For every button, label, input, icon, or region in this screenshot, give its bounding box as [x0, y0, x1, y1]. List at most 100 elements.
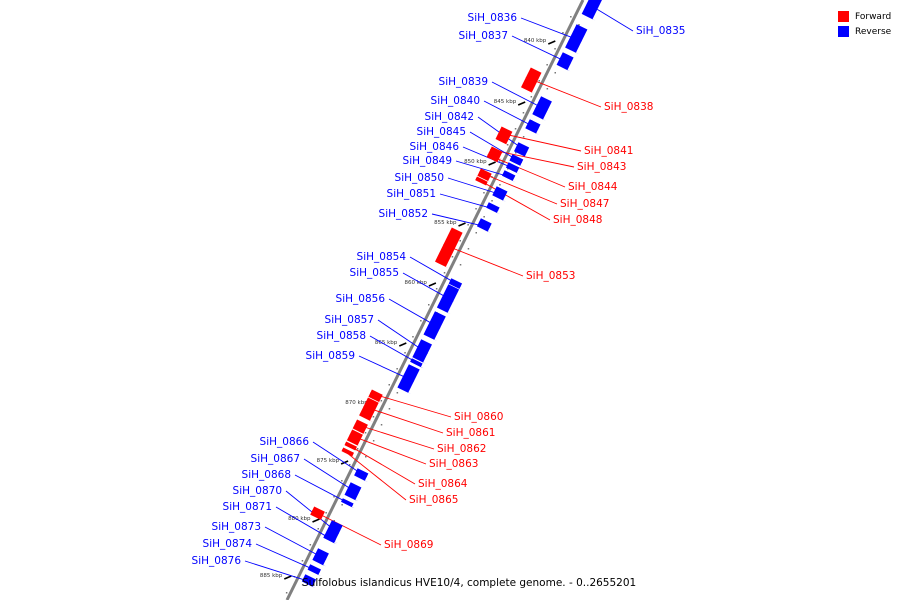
- gene-feature-sih_0857[interactable]: [412, 339, 432, 363]
- gene-feature-sih_0873[interactable]: [312, 548, 329, 566]
- gene-feature-sih_0849[interactable]: [501, 170, 516, 181]
- gene-label-sih_0849[interactable]: SiH_0849: [403, 155, 452, 167]
- gene-feature-sih_0860[interactable]: [368, 389, 383, 403]
- gene-label-sih_0861[interactable]: SiH_0861: [446, 427, 495, 439]
- gene-feature-sih_0850[interactable]: [492, 186, 508, 201]
- gene-label-sih_0854[interactable]: SiH_0854: [357, 251, 407, 263]
- scale-labels: 840 kbp 845 kbp 850 kbp 855 kbp 860 kbp 865 k…: [260, 38, 556, 580]
- gene-label-sih_0863[interactable]: SiH_0863: [429, 458, 478, 470]
- gene-feature-sih_0864[interactable]: [344, 441, 358, 451]
- gene-feature-sih_0840[interactable]: [525, 119, 541, 134]
- gene-feature-sih_0839[interactable]: [532, 96, 552, 120]
- gene-label-sih_0873[interactable]: SiH_0873: [212, 521, 261, 533]
- gene-label-sih_0835[interactable]: SiH_0835: [636, 25, 685, 37]
- scale-tick: [283, 575, 292, 580]
- gene-label-sih_0870[interactable]: SiH_0870: [233, 485, 282, 497]
- tick-mark-right: [515, 152, 517, 154]
- forward-swatch: [838, 11, 849, 22]
- gene-feature-sih_0862[interactable]: [352, 419, 368, 434]
- gene-label-sih_0845[interactable]: SiH_0845: [417, 126, 466, 138]
- scale-tick: [398, 342, 407, 347]
- gene-feature-sih_0855[interactable]: [436, 284, 460, 313]
- gene-label-sih_0850[interactable]: SiH_0850: [395, 172, 444, 184]
- gene-feature-sih_0867[interactable]: [344, 482, 362, 501]
- gene-feature-sih_0836[interactable]: [565, 24, 588, 53]
- tick-mark-left: [554, 48, 556, 50]
- gene-label-sih_0869[interactable]: SiH_0869: [384, 539, 433, 551]
- gene-label-sih_0847[interactable]: SiH_0847: [560, 198, 609, 210]
- gene-label-sih_0856[interactable]: SiH_0856: [336, 293, 386, 305]
- gene-feature-sih_0868[interactable]: [341, 498, 354, 508]
- gene-label-sih_0876[interactable]: SiH_0876: [192, 555, 242, 567]
- gene-feature-sih_0852[interactable]: [476, 218, 492, 232]
- gene-label-sih_0874[interactable]: SiH_0874: [203, 538, 253, 550]
- gene-label-sih_0840[interactable]: SiH_0840: [431, 95, 480, 107]
- legend-reverse-label: Reverse: [855, 26, 892, 37]
- gene-label-sih_0852[interactable]: SiH_0852: [379, 208, 428, 220]
- gene-label-sih_0871[interactable]: SiH_0871: [223, 501, 272, 513]
- gene-label-sih_0866[interactable]: SiH_0866: [260, 436, 310, 448]
- gene-feature-sih_0865[interactable]: [341, 447, 355, 457]
- scale-label: 875 kbp: [317, 458, 340, 464]
- scale-tick: [458, 222, 466, 227]
- gene-label-sih_0853[interactable]: SiH_0853: [526, 270, 575, 282]
- tick-mark-left: [325, 512, 327, 514]
- gene-feature-sih_0876[interactable]: [301, 574, 317, 587]
- gene-feature-sih_0848[interactable]: [475, 176, 488, 186]
- gene-label-sih_0860[interactable]: SiH_0860: [454, 411, 503, 423]
- tick-mark-left: [420, 320, 422, 322]
- gene-feature-sih_0845[interactable]: [509, 154, 524, 166]
- gene-label-sih_0838[interactable]: SiH_0838: [604, 101, 653, 113]
- gene-label-sih_0864[interactable]: SiH_0864: [418, 478, 468, 490]
- gene-label-sih_0837[interactable]: SiH_0837: [459, 30, 508, 42]
- gene-label-sih_0843[interactable]: SiH_0843: [577, 161, 626, 173]
- gene-label-sih_0865[interactable]: SiH_0865: [409, 494, 458, 506]
- gene-feature-sih_0869[interactable]: [310, 506, 325, 520]
- tick-mark-left: [309, 544, 312, 546]
- gene-label-sih_0868[interactable]: SiH_0868: [242, 469, 291, 481]
- gene-feature-sih_0856[interactable]: [423, 311, 446, 340]
- gene-feature-sih_0846[interactable]: [505, 162, 520, 173]
- gene-feature-sih_0874[interactable]: [307, 564, 321, 575]
- tick-mark-left: [522, 112, 525, 114]
- gene-feature-sih_0843[interactable]: [488, 146, 503, 159]
- gene-feature-sih_0844[interactable]: [486, 152, 500, 163]
- gene-label-sih_0859[interactable]: SiH_0859: [306, 350, 355, 362]
- gene-feature-sih_0841[interactable]: [495, 126, 513, 145]
- gene-feature-sih_0854[interactable]: [448, 278, 463, 289]
- genome-caption: Sulfolobus islandicus HVE10/4, complete …: [302, 577, 637, 589]
- gene-feature-sih_0842[interactable]: [514, 142, 530, 157]
- tick-mark-left: [538, 80, 540, 82]
- gene-label-sih_0842[interactable]: SiH_0842: [425, 111, 474, 123]
- gene-label-sih_0858[interactable]: SiH_0858: [317, 330, 366, 342]
- tick-mark-left: [341, 480, 343, 482]
- gene-feature-sih_0866[interactable]: [354, 468, 369, 481]
- gene-label-sih_0857[interactable]: SiH_0857: [325, 314, 374, 326]
- tick-mark-right: [365, 456, 367, 458]
- gene-feature-sih_0871[interactable]: [323, 534, 336, 544]
- gene-feature-sih_0835[interactable]: [581, 0, 603, 20]
- gene-label-sih_0839[interactable]: SiH_0839: [439, 76, 488, 88]
- gene-label-sih_0851[interactable]: SiH_0851: [387, 188, 436, 200]
- gene-feature-sih_0863[interactable]: [346, 429, 363, 446]
- gene-feature-sih_0858[interactable]: [410, 358, 423, 368]
- tick-mark-left: [475, 208, 477, 210]
- gene-label-sih_0862[interactable]: SiH_0862: [437, 443, 486, 455]
- gene-label-sih_0846[interactable]: SiH_0846: [410, 141, 460, 153]
- gene-feature-sih_0838[interactable]: [521, 67, 542, 93]
- gene-label-sih_0844[interactable]: SiH_0844: [568, 181, 618, 193]
- gene-feature-sih_0861[interactable]: [359, 397, 379, 421]
- gene-label-sih_0867[interactable]: SiH_0867: [251, 453, 300, 465]
- gene-feature-sih_0853[interactable]: [435, 227, 463, 267]
- gene-label-sih_0836[interactable]: SiH_0836: [468, 12, 518, 24]
- gene-label-sih_0855[interactable]: SiH_0855: [350, 267, 399, 279]
- gene-label-sih_0841[interactable]: SiH_0841: [584, 145, 633, 157]
- gene-feature-sih_0859[interactable]: [397, 364, 420, 393]
- leader-line-sih_0869: [311, 510, 382, 546]
- gene-feature-sih_0837[interactable]: [556, 52, 574, 71]
- gene-label-sih_0848[interactable]: SiH_0848: [553, 214, 602, 226]
- gene-feature-sih_0847[interactable]: [477, 168, 492, 182]
- tick-mark-right: [507, 168, 509, 170]
- tick-mark-right: [491, 200, 493, 202]
- gene-feature-sih_0851[interactable]: [486, 202, 500, 213]
